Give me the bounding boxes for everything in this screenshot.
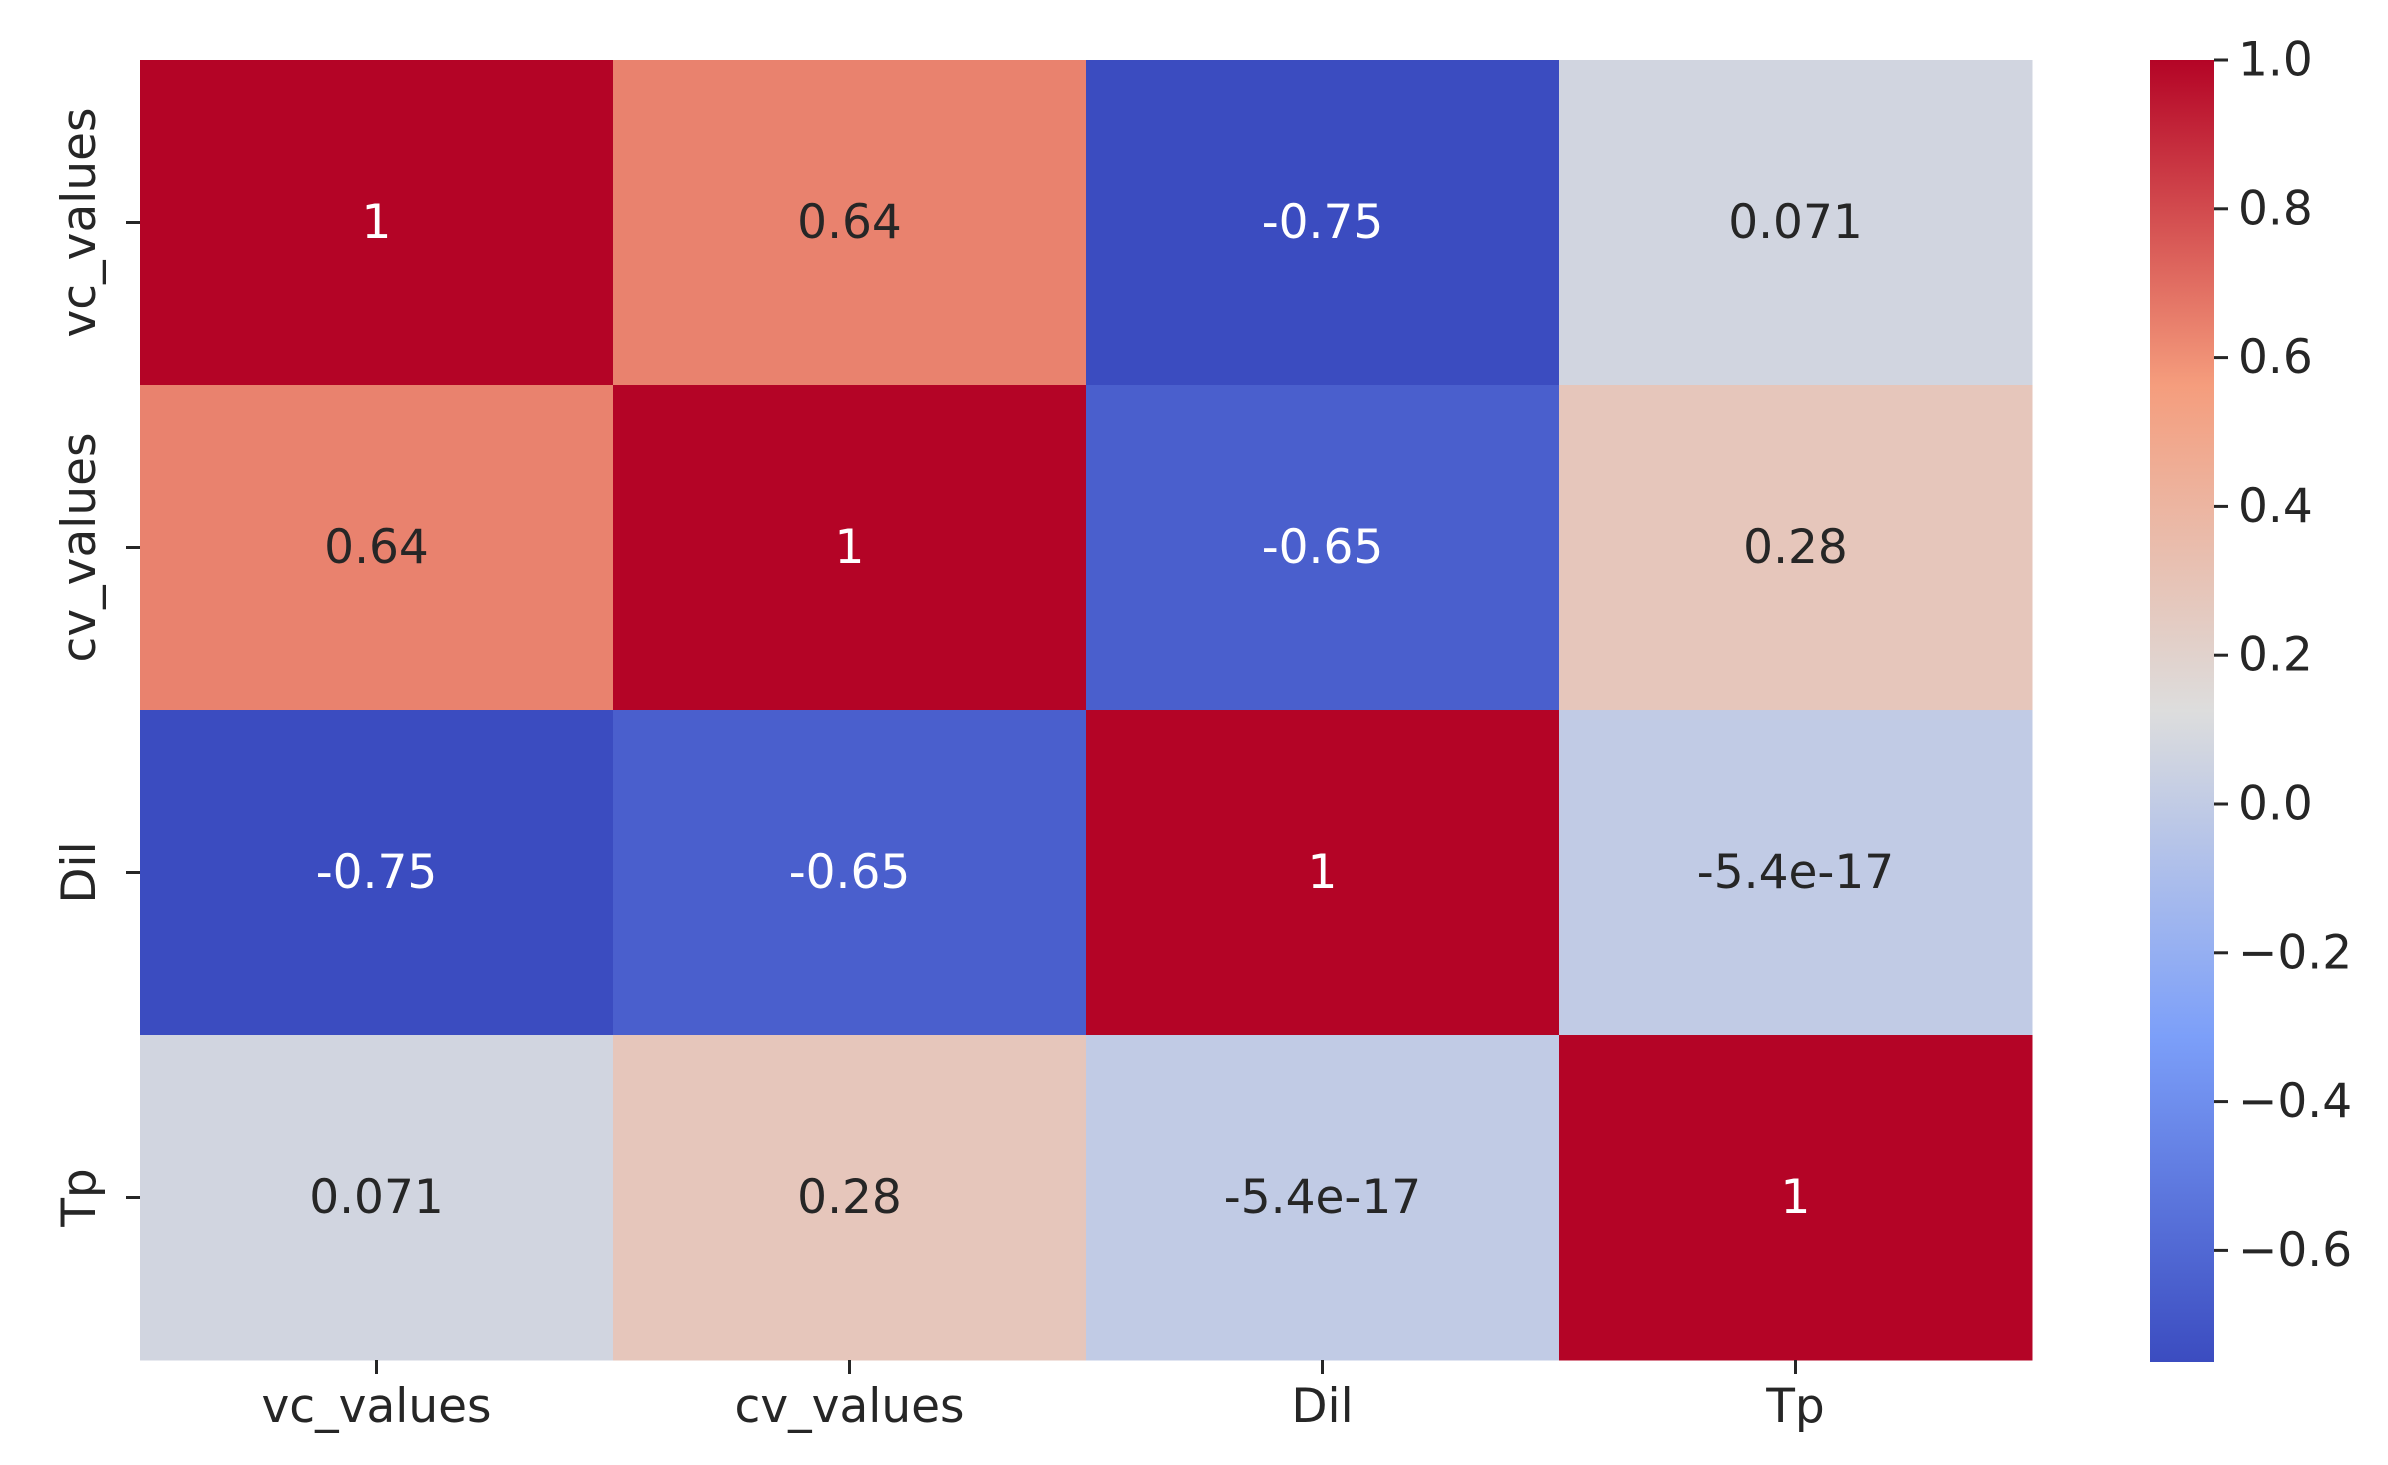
cell-label-r2-c1: -0.65 <box>789 845 911 900</box>
cell-label-r1-c0: 0.64 <box>324 520 429 575</box>
colorbar-gradient <box>2150 60 2214 1362</box>
heatmap-cell-r2-c1 <box>613 710 1087 1036</box>
cell-label-r1-c1: 1 <box>835 520 865 575</box>
cell-label-r0-c2: -0.75 <box>1262 195 1384 250</box>
cell-label-r1-c3: 0.28 <box>1743 520 1848 575</box>
cell-label-r3-c3: 1 <box>1781 1170 1811 1225</box>
colorbar-tick-label-7: −0.4 <box>2238 1074 2352 1129</box>
heatmap-cells <box>140 60 2033 1361</box>
heatmap-cell-r0-c1 <box>613 60 1087 386</box>
heatmap-cell-r3-c3 <box>1559 1035 2033 1361</box>
cell-label-r0-c3: 0.071 <box>1728 195 1863 250</box>
x-tick-label-1: cv_values <box>734 1379 964 1434</box>
heatmap-cell-r0-c3 <box>1559 60 2033 386</box>
colorbar-tick-label-5: 0.0 <box>2238 777 2313 832</box>
cell-label-r1-c2: -0.65 <box>1262 520 1384 575</box>
heatmap-cell-r1-c0 <box>140 385 614 711</box>
colorbar-tick-label-0: 1.0 <box>2238 33 2313 88</box>
cell-annotations: 1 0.64 -0.75 0.071 0.64 1 -0.65 0.28 -0.75 -0.65 1… <box>309 195 1894 1225</box>
y-tick-label-1: cv_values <box>52 432 107 662</box>
colorbar-tick-label-3: 0.4 <box>2238 479 2313 534</box>
colorbar-tick-label-1: 0.8 <box>2238 181 2313 236</box>
colorbar-tick-label-4: 0.2 <box>2238 628 2313 683</box>
y-tick-label-2: Dil <box>52 841 107 903</box>
cell-label-r2-c3: -5.4e-17 <box>1697 845 1894 900</box>
heatmap-cell-r1-c1 <box>613 385 1087 711</box>
y-tick-label-0: vc_values <box>52 107 107 337</box>
colorbar-tick-label-6: −0.2 <box>2238 925 2352 980</box>
heatmap-cell-r2-c3 <box>1559 710 2033 1036</box>
heatmap-cell-r2-c2 <box>1086 710 1560 1036</box>
cell-label-r3-c1: 0.28 <box>797 1170 902 1225</box>
cell-label-r0-c0: 1 <box>362 195 392 250</box>
y-axis: vc_values cv_values Dil Tp <box>52 107 140 1228</box>
heatmap-cell-r3-c2 <box>1086 1035 1560 1361</box>
heatmap-cell-r3-c1 <box>613 1035 1087 1361</box>
colorbar-tick-label-2: 0.6 <box>2238 330 2313 385</box>
x-tick-label-0: vc_values <box>261 1379 491 1434</box>
cell-label-r3-c0: 0.071 <box>309 1170 444 1225</box>
cell-label-r0-c1: 0.64 <box>797 195 902 250</box>
heatmap-cell-r0-c2 <box>1086 60 1560 386</box>
heatmap-cell-r2-c0 <box>140 710 614 1036</box>
heatmap-cell-r0-c0 <box>140 60 614 386</box>
x-tick-label-3: Tp <box>1765 1379 1825 1434</box>
y-tick-label-3: Tp <box>52 1168 107 1228</box>
heatmap-cell-r1-c2 <box>1086 385 1560 711</box>
heatmap-cell-r3-c0 <box>140 1035 614 1361</box>
x-axis: vc_values cv_values Dil Tp <box>261 1360 1825 1434</box>
cell-label-r3-c2: -5.4e-17 <box>1224 1170 1421 1225</box>
cell-label-r2-c0: -0.75 <box>316 845 438 900</box>
cell-label-r2-c2: 1 <box>1308 845 1338 900</box>
colorbar-tick-label-8: −0.6 <box>2238 1223 2352 1278</box>
colorbar: 1.0 0.8 0.6 0.4 0.2 0.0 −0.2 −0.4 −0.6 <box>2150 33 2352 1362</box>
heatmap-cell-r1-c3 <box>1559 385 2033 711</box>
x-tick-label-2: Dil <box>1291 1379 1353 1434</box>
